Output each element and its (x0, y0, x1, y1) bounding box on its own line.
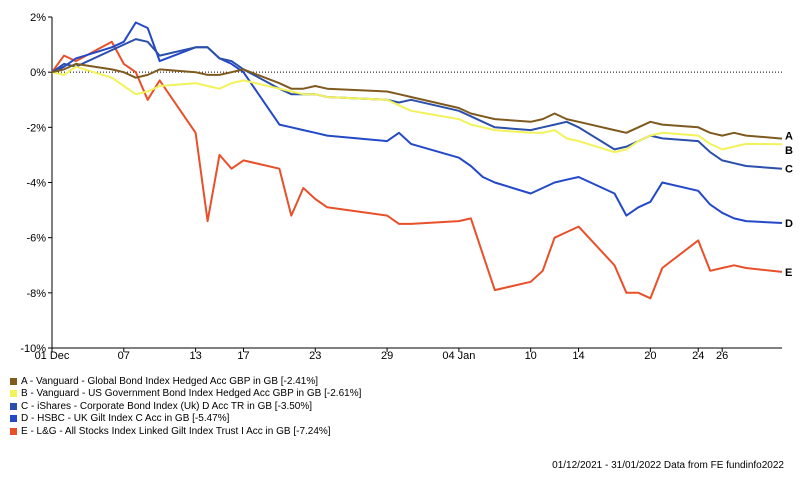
series-end-label: C (785, 164, 793, 176)
legend-item: C - iShares - Corporate Bond Index (Uk) … (10, 400, 361, 413)
y-tick-label: -6% (26, 233, 46, 245)
x-tick-label: 13 (189, 350, 201, 362)
x-tick-label: 07 (118, 350, 130, 362)
series-line-c (51, 38, 783, 170)
series-line-e (51, 40, 783, 300)
series-line-a (51, 62, 783, 140)
x-tick-label: 24 (692, 350, 704, 362)
y-tick-label: -2% (26, 122, 46, 134)
x-tick-label: 10 (525, 350, 537, 362)
x-tick-label: 14 (572, 350, 584, 362)
chart-legend: A - Vanguard - Global Bond Index Hedged … (10, 375, 361, 438)
legend-item: D - HSBC - UK Gilt Index C Acc in GB [-5… (10, 413, 361, 426)
x-tick-label: 20 (644, 350, 656, 362)
series-line-b (51, 65, 783, 154)
legend-swatch (10, 402, 17, 410)
legend-swatch (10, 377, 17, 385)
legend-label: B - Vanguard - US Government Bond Index … (21, 388, 362, 400)
x-tick-label: 26 (716, 350, 728, 362)
y-tick-label: -8% (26, 288, 46, 300)
legend-swatch (10, 427, 17, 435)
legend-label: D - HSBC - UK Gilt Index C Acc in GB [-5… (21, 413, 230, 425)
series-end-label: B (785, 145, 793, 157)
x-tick-label: 04 Jan (442, 350, 475, 362)
x-tick-label: 29 (381, 350, 393, 362)
legend-item: B - Vanguard - US Government Bond Index … (10, 388, 361, 401)
x-tick-label: 23 (309, 350, 321, 362)
legend-item: E - L&G - All Stocks Index Linked Gilt I… (10, 425, 361, 438)
y-tick-label: 2% (30, 12, 46, 24)
x-tick-label: 17 (237, 350, 249, 362)
legend-swatch (10, 415, 17, 423)
series-line-d (51, 21, 783, 224)
legend-label: E - L&G - All Stocks Index Linked Gilt I… (21, 425, 331, 437)
y-tick-label: -10% (20, 343, 46, 355)
y-tick-label: -4% (26, 178, 46, 190)
series-end-label: D (785, 218, 793, 230)
legend-swatch (10, 390, 17, 398)
series-end-label: A (785, 131, 793, 143)
legend-item: A - Vanguard - Global Bond Index Hedged … (10, 375, 361, 388)
x-tick-label: 01 Dec (35, 350, 70, 362)
chart-footer: 01/12/2021 - 31/01/2022 Data from FE fun… (552, 460, 784, 471)
legend-label: C - iShares - Corporate Bond Index (Uk) … (21, 400, 313, 412)
series-end-label: E (785, 267, 792, 279)
legend-label: A - Vanguard - Global Bond Index Hedged … (21, 375, 319, 387)
y-tick-label: 0% (30, 67, 46, 79)
